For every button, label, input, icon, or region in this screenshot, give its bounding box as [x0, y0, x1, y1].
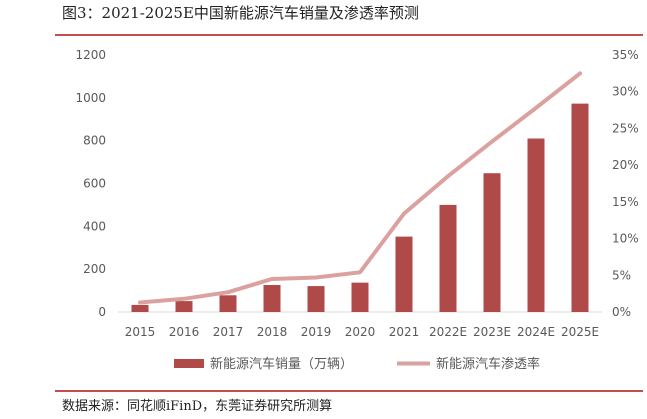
left-axis-tick-label: 200 — [83, 262, 106, 276]
right-axis-tick-label: 0% — [612, 305, 631, 319]
legend-bar-swatch — [174, 359, 204, 368]
left-axis-tick-label: 800 — [83, 134, 106, 148]
legend-line-label: 新能源汽车渗透率 — [436, 356, 540, 372]
x-axis-tick-label: 2021 — [389, 325, 420, 339]
bottom-rule — [55, 390, 643, 392]
left-axis-tick-label: 1200 — [75, 48, 106, 62]
right-axis-tick-label: 20% — [612, 158, 639, 172]
figure-title: 图3：2021-2025E中国新能源汽车销量及渗透率预测 — [62, 4, 419, 22]
left-axis-tick-label: 0 — [98, 305, 106, 319]
x-axis-tick-label: 2017 — [213, 325, 244, 339]
right-axis-tick-label: 15% — [612, 195, 639, 209]
sales-bar — [175, 301, 193, 312]
source-note: 数据来源：同花顺iFinD，东莞证券研究所测算 — [62, 399, 333, 414]
x-axis-tick-label: 2024E — [517, 325, 555, 339]
x-axis-tick-label: 2019 — [301, 325, 332, 339]
right-axis-tick-label: 5% — [612, 268, 631, 282]
sales-bar — [571, 103, 589, 312]
x-axis-tick-label: 2018 — [257, 325, 288, 339]
left-axis-tick-label: 400 — [83, 219, 106, 233]
right-axis-tick-label: 25% — [612, 121, 639, 135]
x-axis-tick-label: 2020 — [345, 325, 376, 339]
x-axis-tick-label: 2025E — [561, 325, 599, 339]
left-axis-tick-label: 600 — [83, 177, 106, 191]
legend-bar-label: 新能源汽车销量（万辆） — [210, 356, 353, 372]
right-axis-tick-label: 30% — [612, 85, 639, 99]
sales-bar — [219, 295, 237, 312]
legend: 新能源汽车销量（万辆） 新能源汽车渗透率 — [174, 356, 540, 372]
sales-bar — [439, 204, 457, 312]
x-axis-tick-label: 2023E — [473, 325, 511, 339]
right-axis-tick-label: 10% — [612, 232, 639, 246]
sales-bar — [263, 285, 281, 312]
x-axis-tick-label: 2022E — [429, 325, 467, 339]
sales-bar — [351, 282, 369, 312]
left-axis-tick-label: 1000 — [75, 91, 106, 105]
sales-bar — [395, 236, 413, 312]
penetration-line — [138, 71, 582, 305]
x-axis-tick-label: 2016 — [169, 325, 200, 339]
sales-bar — [131, 304, 149, 312]
sales-bar — [307, 286, 325, 312]
sales-bar — [527, 138, 545, 312]
sales-bar — [483, 173, 501, 312]
right-axis-tick-label: 35% — [612, 48, 639, 62]
top-rule — [55, 34, 643, 36]
x-axis-tick-label: 2015 — [125, 325, 156, 339]
